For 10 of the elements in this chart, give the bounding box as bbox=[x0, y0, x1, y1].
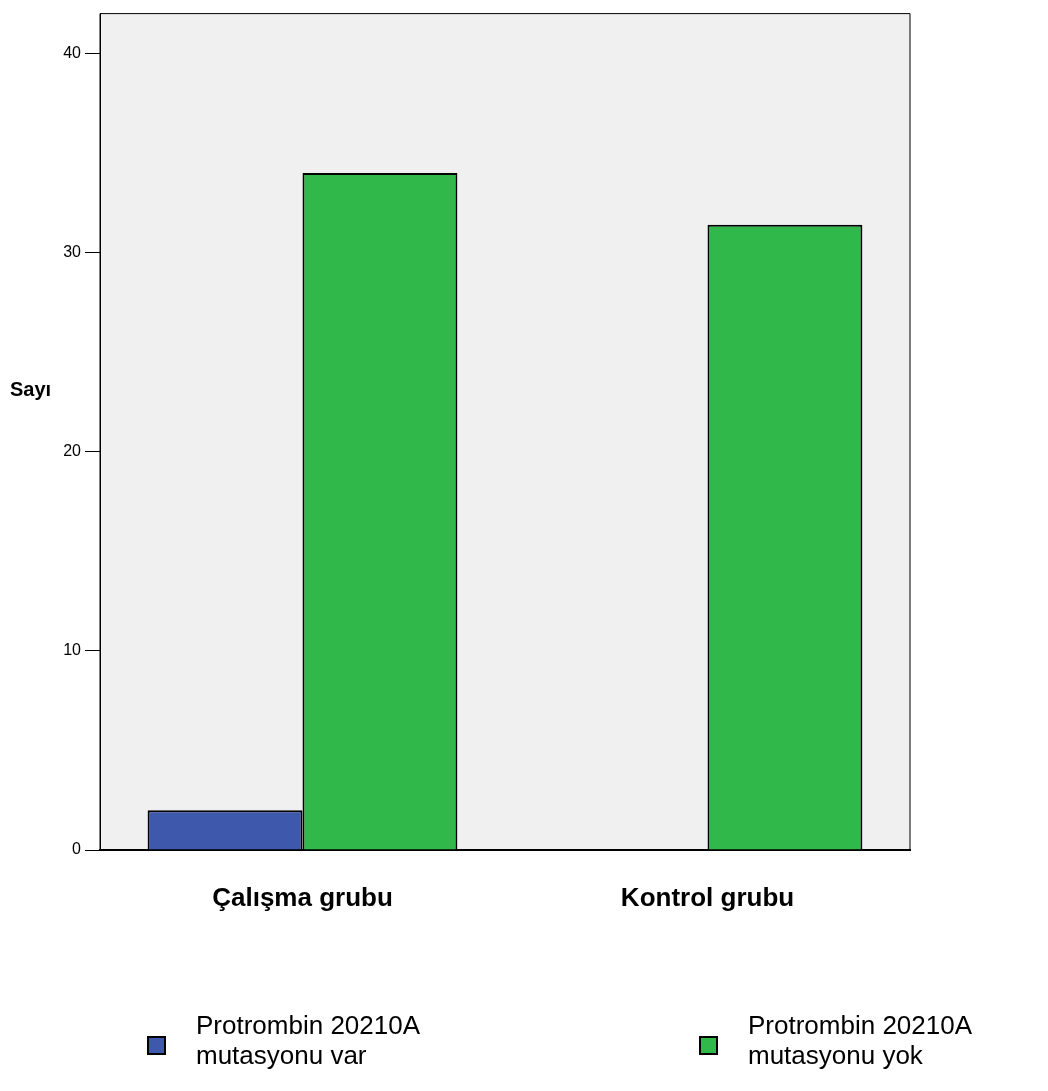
legend-label: Protrombin 20210A mutasyonu yok bbox=[748, 1010, 973, 1070]
y-tick-label: 30 bbox=[63, 242, 82, 260]
y-tick-label: 0 bbox=[72, 840, 82, 858]
y-tick-label: 40 bbox=[63, 43, 82, 61]
y-tick-label: 20 bbox=[63, 442, 82, 460]
y-axis-title: Sayı bbox=[10, 378, 52, 401]
x-tick-label: Kontrol grubu bbox=[620, 881, 795, 912]
y-tick-label: 10 bbox=[63, 641, 82, 659]
legend-label: Protrombin 20210A mutasyonu var bbox=[196, 1010, 421, 1070]
x-tick-label: Çalışma grubu bbox=[212, 881, 393, 912]
